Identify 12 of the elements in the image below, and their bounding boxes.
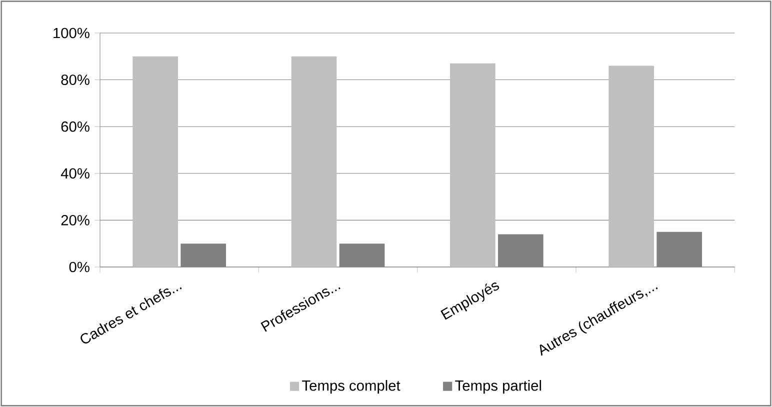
- y-tick-label: 20%: [61, 215, 90, 226]
- legend-label: Temps partiel: [455, 380, 542, 394]
- bar: [450, 63, 496, 267]
- bar: [608, 66, 654, 267]
- y-tick-label: 0%: [69, 262, 90, 272]
- legend-label: Temps complet: [302, 380, 400, 394]
- bar: [291, 56, 337, 267]
- y-tick-label: 60%: [61, 121, 90, 132]
- y-tick-label: 40%: [60, 168, 90, 179]
- y-tick-label: 80%: [61, 74, 90, 85]
- y-tick-label: 100%: [54, 28, 90, 38]
- bar: [132, 56, 178, 267]
